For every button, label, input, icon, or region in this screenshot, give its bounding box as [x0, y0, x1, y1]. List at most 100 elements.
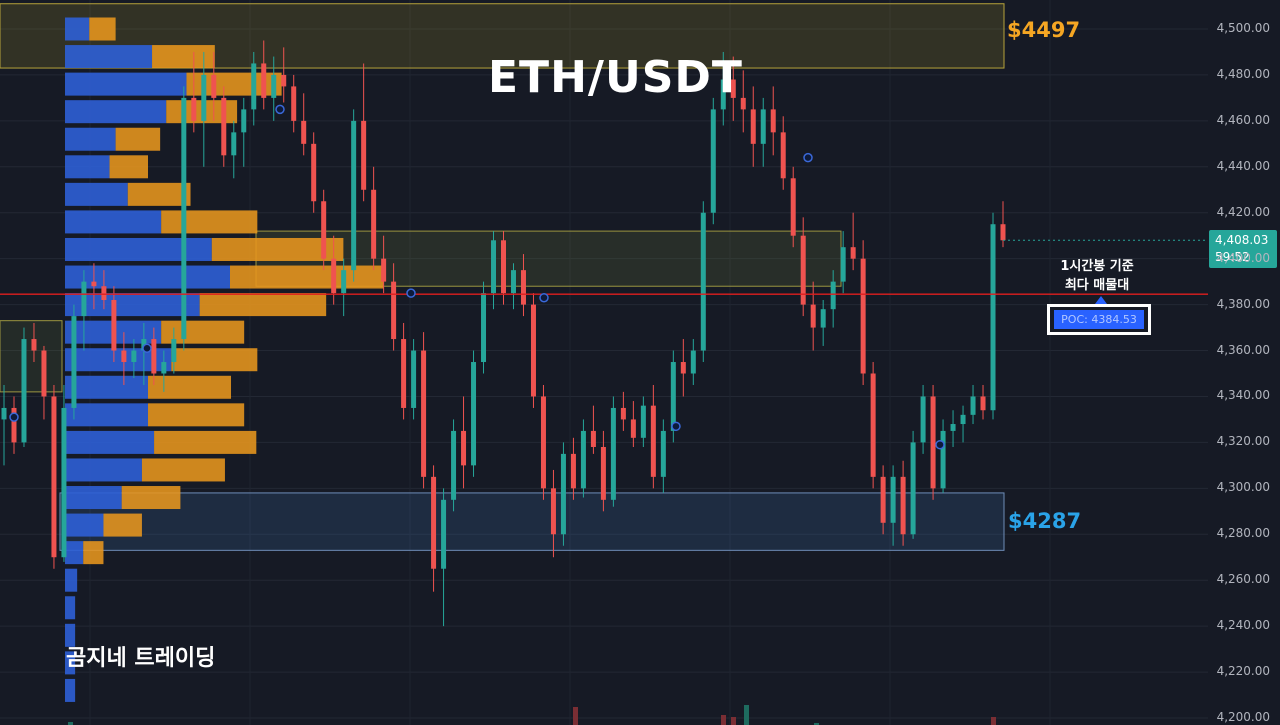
- candle-body: [770, 109, 776, 133]
- candle-body: [930, 396, 936, 489]
- volume-profile-sell-bar: [154, 430, 257, 454]
- candle-body: [51, 396, 57, 558]
- y-tick-label: 4,380.00: [1216, 296, 1270, 311]
- swing-marker: [275, 104, 285, 115]
- candle-body: [680, 362, 686, 374]
- candle-body: [820, 309, 826, 328]
- candle-body: [800, 235, 806, 305]
- candle-body: [610, 407, 616, 500]
- candle-body: [810, 304, 816, 328]
- candle-body: [171, 339, 177, 363]
- poc-annotation: 1시간봉 기준 최다 매물대: [1052, 257, 1142, 295]
- volume-profile-buy-bar: [65, 100, 167, 124]
- candle-body: [740, 97, 746, 110]
- y-tick-label: 4,420.00: [1216, 204, 1270, 219]
- y-tick-label: 4,400.00: [1216, 250, 1270, 265]
- volume-profile-buy-bar: [65, 265, 230, 289]
- candle-body: [670, 362, 676, 431]
- y-tick-label: 4,220.00: [1216, 664, 1270, 679]
- candle-body: [41, 350, 47, 397]
- candle-body: [191, 97, 197, 121]
- candle-body: [880, 476, 886, 523]
- candle-body: [491, 240, 497, 294]
- volume-profile-buy-bar: [65, 237, 212, 261]
- volume-profile-buy-bar: [65, 127, 116, 151]
- candle-body: [471, 362, 477, 466]
- volume-profile-sell-bar: [103, 513, 142, 537]
- volume-bar: [721, 715, 726, 725]
- volume-profile-buy-bar: [65, 651, 76, 675]
- volume-bar: [731, 717, 736, 725]
- volume-profile-buy-bar: [65, 182, 128, 206]
- y-tick-label: 4,200.00: [1216, 710, 1270, 724]
- volume-profile-sell-bar: [83, 541, 104, 565]
- candle-body: [550, 488, 556, 535]
- candle-body: [151, 339, 157, 374]
- candle-body: [121, 350, 127, 363]
- candle-body: [441, 499, 447, 569]
- candle-body: [940, 430, 946, 489]
- candle-body: [481, 293, 487, 363]
- y-tick-label: 4,340.00: [1216, 388, 1270, 403]
- candle-body: [530, 304, 536, 397]
- candle-body: [870, 373, 876, 477]
- volume-profile-sell-bar: [89, 17, 116, 41]
- candle-body: [850, 247, 856, 259]
- y-tick-label: 4,480.00: [1216, 66, 1270, 81]
- candle-body: [181, 97, 187, 340]
- support-zone-label: $4287: [1008, 509, 1082, 533]
- candle-body: [970, 396, 976, 415]
- candle-body: [411, 350, 417, 408]
- volume-bar: [814, 723, 819, 725]
- candle-body: [600, 446, 606, 500]
- candle-body: [780, 132, 786, 179]
- candle-body: [231, 132, 237, 156]
- volume-bar: [573, 707, 578, 725]
- candle-countdown: 59:52: [1215, 250, 1250, 264]
- candle-body: [351, 120, 357, 271]
- volume-profile-buy-bar: [65, 430, 155, 454]
- swing-marker: [803, 152, 813, 163]
- volume-profile-sell-bar: [199, 293, 327, 317]
- volume-profile-sell-bar: [186, 72, 282, 96]
- candle-body: [391, 281, 397, 340]
- volume-bar: [68, 722, 73, 725]
- candle-body: [760, 109, 766, 144]
- candle-body: [960, 414, 966, 425]
- volume-profile-sell-bar: [152, 45, 215, 69]
- candle-body: [710, 109, 716, 213]
- volume-profile-buy-bar: [65, 45, 153, 69]
- volume-profile-sell-bar: [121, 486, 181, 510]
- candle-body: [91, 281, 97, 287]
- candle-body: [620, 407, 626, 420]
- swing-marker: [539, 292, 549, 303]
- candle-body: [590, 430, 596, 447]
- candle-body: [560, 453, 566, 535]
- support-zone: [59, 492, 1005, 551]
- volume-profile-buy-bar: [65, 596, 76, 620]
- volume-profile-buy-bar: [65, 348, 172, 372]
- volume-profile-sell-bar: [230, 265, 384, 289]
- volume-profile-sell-bar: [109, 155, 149, 179]
- volume-profile-buy-bar: [65, 678, 76, 702]
- volume-profile-buy-bar: [65, 210, 162, 234]
- volume-profile-sell-bar: [211, 237, 344, 261]
- candle-body: [660, 430, 666, 477]
- volume-bar: [744, 705, 749, 725]
- candle-body: [570, 453, 576, 489]
- candle-body: [281, 74, 287, 87]
- poc-pointer: [1095, 296, 1107, 304]
- candle-body: [371, 189, 377, 259]
- volume-profile-buy-bar: [65, 155, 110, 179]
- candle-body: [501, 240, 506, 294]
- candle-body: [381, 258, 387, 282]
- y-tick-label: 4,260.00: [1216, 572, 1270, 587]
- candle-body: [580, 430, 586, 489]
- candle-body: [630, 419, 636, 438]
- candle-body: [251, 63, 257, 110]
- volume-profile-sell-bar: [161, 210, 258, 234]
- swing-marker: [142, 343, 152, 353]
- volume-profile-buy-bar: [65, 17, 90, 41]
- candle-body: [61, 407, 67, 558]
